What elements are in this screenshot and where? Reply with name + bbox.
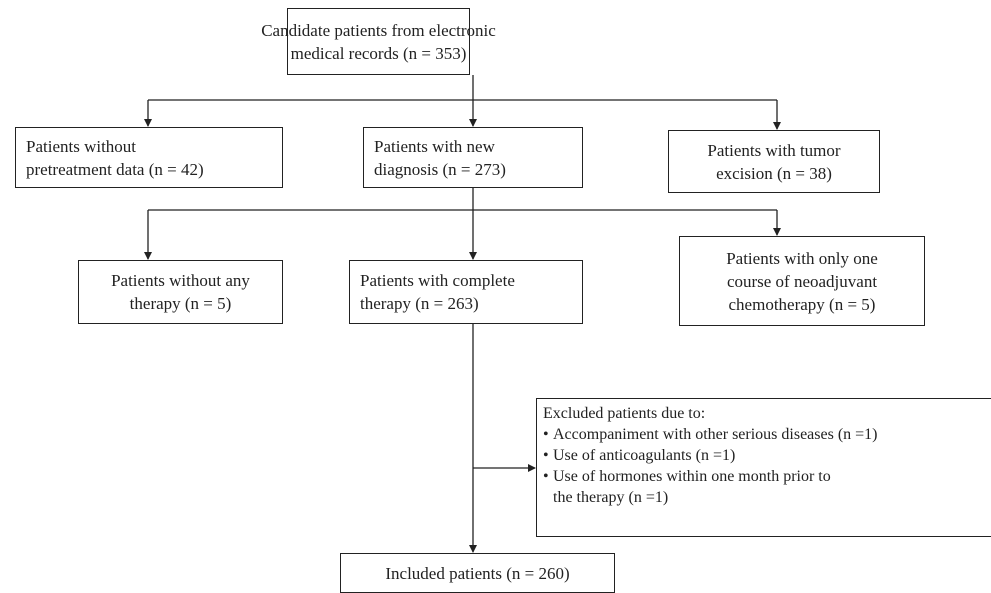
flow-box: Patients with new diagnosis (n = 273) xyxy=(363,127,583,188)
flow-box: Patients without any therapy (n = 5) xyxy=(78,260,283,324)
text-line: pretreatment data (n = 42) xyxy=(26,159,204,179)
text-line: Excluded patients due to: xyxy=(543,405,706,422)
text-line: Patients with complete xyxy=(360,271,515,290)
bullet-item: Use of hormones within one month prior t… xyxy=(543,466,991,508)
flow-box: Patients with only one course of neoadjuv… xyxy=(679,236,925,326)
bullet-item: Accompaniment with other serious disease… xyxy=(543,424,991,445)
text-line: diagnosis (n = 273) xyxy=(374,159,506,179)
exclusion-box: Excluded patients due to: Accompaniment w… xyxy=(536,398,991,537)
text-line: therapy (n = 263) xyxy=(360,294,479,313)
text-line: Patients without xyxy=(26,136,137,156)
text-line: the therapy (n =1) xyxy=(553,489,669,506)
text-line: Accompaniment with other serious disease… xyxy=(553,426,878,443)
text-line: chemotherapy (n = 5) xyxy=(728,294,876,314)
flow-box: Patients without pretreatment data (n = 4… xyxy=(15,127,283,188)
text-line: Patients with tumor xyxy=(707,140,841,160)
text-line: excision (n = 38) xyxy=(716,163,832,183)
text-line: Use of anticoagulants (n =1) xyxy=(553,447,736,464)
text-line: therapy (n = 5) xyxy=(129,294,232,313)
flow-box: Patients with complete therapy (n = 263) xyxy=(349,260,583,324)
bullet-item: Use of anticoagulants (n =1) xyxy=(543,445,991,466)
text-line: course of neoadjuvant xyxy=(726,271,878,291)
text-line: Included patients (n = 260) xyxy=(385,563,570,583)
flow-box: Included patients (n = 260) xyxy=(340,553,615,593)
text-line: Use of hormones within one month prior t… xyxy=(553,468,831,485)
text-line: Patients without any xyxy=(111,271,250,290)
text-line: Patients with new xyxy=(374,136,495,156)
text-line: Candidate patients from electronic xyxy=(261,20,496,40)
text-line: Patients with only one xyxy=(726,248,878,268)
text-line: medical records (n = 353) xyxy=(290,43,467,63)
flow-box: Patients with tumor excision (n = 38) xyxy=(668,130,880,193)
flow-box: Candidate patients from electronic medica… xyxy=(261,8,496,75)
